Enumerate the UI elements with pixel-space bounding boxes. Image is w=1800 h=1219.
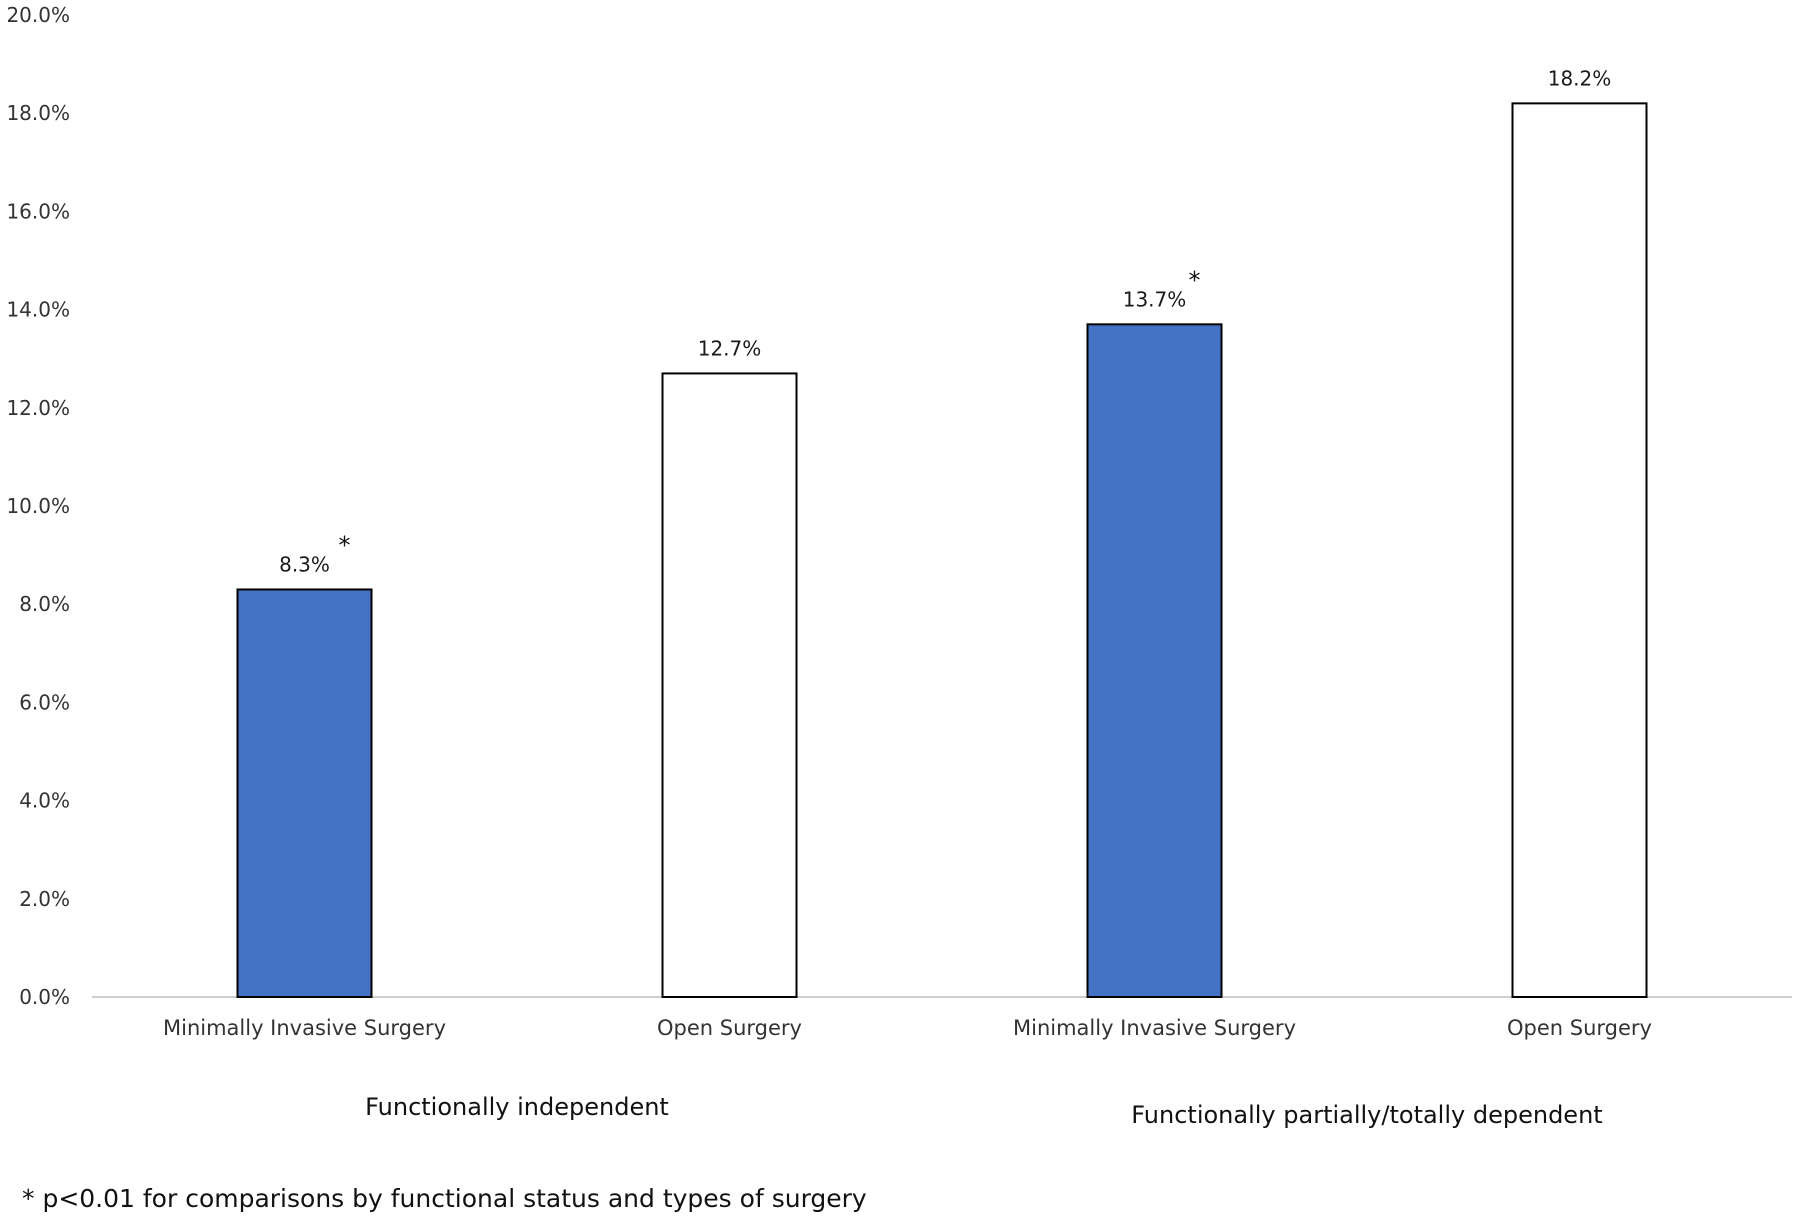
y-tick-label: 8.0% <box>19 592 70 616</box>
data-label: 12.7% <box>698 336 762 360</box>
data-label: 18.2% <box>1548 66 1612 90</box>
group-label: Functionally partially/totally dependent <box>1131 1101 1602 1129</box>
y-tick-label: 0.0% <box>19 985 70 1009</box>
y-tick-label: 4.0% <box>19 789 70 813</box>
footnote: * p<0.01 for comparisons by functional s… <box>22 1184 867 1213</box>
y-tick-label: 18.0% <box>6 101 70 125</box>
bar <box>1086 323 1223 998</box>
y-tick-label: 20.0% <box>6 3 70 27</box>
group-labels: Functionally independent Functionally par… <box>365 1093 1603 1129</box>
category-label: Open Surgery <box>1507 1016 1652 1040</box>
bar <box>236 588 373 998</box>
significance-mark: * <box>339 531 351 559</box>
y-axis-ticks: 0.0% 2.0% 4.0% 6.0% 8.0% 10.0% 12.0% 14.0% 16.0%… <box>6 3 70 1009</box>
category-label: Open Surgery <box>657 1016 802 1040</box>
category-label: Minimally Invasive Surgery <box>163 1016 446 1040</box>
y-tick-label: 12.0% <box>6 396 70 420</box>
y-tick-label: 6.0% <box>19 690 70 714</box>
y-tick-label: 14.0% <box>6 298 70 322</box>
category-label: Minimally Invasive Surgery <box>1013 1016 1296 1040</box>
bar <box>661 372 798 998</box>
y-tick-label: 10.0% <box>6 494 70 518</box>
bars: 8.3%*12.7%13.7%*18.2% <box>236 66 1648 998</box>
group-label: Functionally independent <box>365 1093 669 1121</box>
bar <box>1511 102 1648 998</box>
significance-mark: * <box>1189 266 1201 294</box>
data-label: 8.3% <box>279 552 330 576</box>
data-label: 13.7% <box>1123 287 1187 311</box>
y-tick-label: 2.0% <box>19 887 70 911</box>
y-tick-label: 16.0% <box>6 199 70 223</box>
category-labels: Minimally Invasive Surgery Open Surgery Mi… <box>163 1016 1652 1040</box>
